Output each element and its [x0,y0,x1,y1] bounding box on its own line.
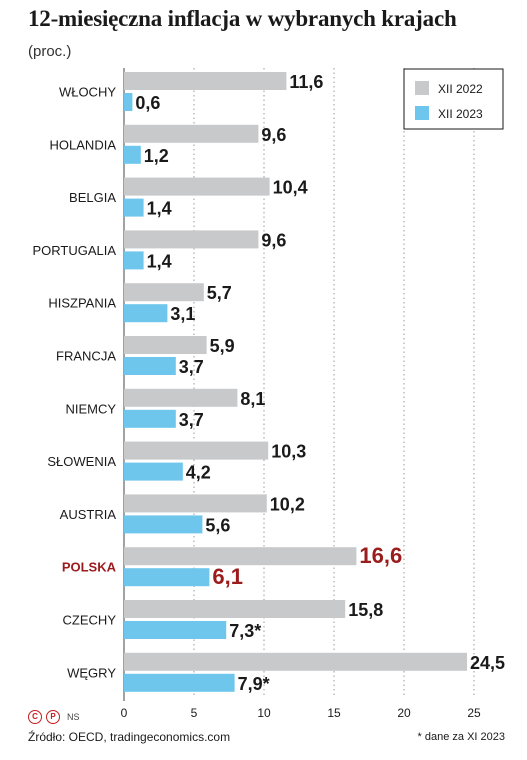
data-label: 3,7 [179,410,204,430]
data-label: 15,8 [348,600,383,620]
category-label: SŁOWENIA [47,454,116,469]
legend-label: XII 2022 [438,82,483,96]
logo-p-mark: P [46,710,60,724]
bar-xii-2023 [124,462,183,481]
bar-xii-2022 [124,283,204,302]
bar-xii-2023 [124,357,176,375]
data-label: 10,2 [270,494,305,514]
category-label: CZECHY [63,613,117,628]
logo-suffix: NS [67,712,80,722]
publisher-logo: C P NS [28,710,80,724]
data-label: 4,2 [186,463,211,483]
data-label: 5,7 [207,283,232,303]
category-label: FRANCJA [56,349,116,364]
bar-xii-2022 [124,547,357,566]
data-label: 1,4 [147,199,172,219]
bar-xii-2022 [124,230,259,249]
category-label: HISZPANIA [48,296,116,311]
category-label: NIEMCY [65,401,116,416]
data-label: 7,9* [238,674,270,694]
bar-xii-2023 [124,198,144,217]
data-label: 3,1 [170,304,195,324]
logo-c-mark: C [28,710,42,724]
bar-xii-2023 [124,93,133,111]
source-note: Źródło: OECD, tradingeconomics.com [28,730,231,744]
bar-xii-2023 [124,568,210,587]
data-label: 5,6 [205,515,230,535]
bar-xii-2023 [124,145,141,164]
legend-label: XII 2023 [438,107,483,121]
x-tick-label: 15 [327,706,341,720]
bar-xii-2023 [124,515,203,534]
data-label: 6,1 [212,564,243,589]
footnote: * dane za XI 2023 [417,731,505,743]
bar-xii-2022 [124,388,238,407]
data-label: 1,4 [147,251,172,271]
data-label: 24,5 [470,653,505,673]
data-label: 11,6 [289,72,323,92]
bar-xii-2023 [124,621,227,639]
data-label: 3,7 [179,357,204,377]
bar-xii-2022 [124,652,467,671]
data-label: 16,6 [359,543,402,568]
bar-xii-2022 [124,336,207,354]
data-label: 5,9 [210,336,235,356]
data-label: 0,6 [135,93,160,113]
bar-xii-2023 [124,673,235,692]
category-label: POLSKA [62,560,117,575]
category-label: WŁOCHY [59,85,116,100]
x-tick-label: 20 [397,706,411,720]
category-label: HOLANDIA [50,137,117,152]
bar-xii-2022 [124,441,269,460]
x-tick-label: 10 [257,706,271,720]
bar-xii-2022 [124,72,287,90]
data-label: 8,1 [240,389,265,409]
data-label: 9,6 [261,230,286,250]
bar-xii-2022 [124,600,346,618]
chart-subtitle: (proc.) [28,43,72,60]
category-label: PORTUGALIA [32,243,116,258]
chart-title: 12-miesięczna inflacja w wybranych kraja… [28,6,457,31]
data-label: 9,6 [261,125,286,145]
bar-xii-2022 [124,177,270,196]
bar-xii-2023 [124,304,168,323]
data-label: 1,2 [144,146,169,166]
bar-xii-2022 [124,494,267,513]
bar-xii-2022 [124,124,259,143]
legend-swatch-xii-2022 [415,81,429,95]
data-label: 10,3 [271,442,306,462]
x-tick-label: 0 [121,706,128,720]
category-label: BELGIA [69,190,116,205]
bar-xii-2023 [124,409,176,428]
category-label: AUSTRIA [60,507,117,522]
legend-swatch-xii-2023 [415,106,429,120]
x-tick-label: 25 [467,706,481,720]
data-label: 10,4 [273,178,308,198]
bar-xii-2023 [124,251,144,270]
x-tick-label: 5 [191,706,198,720]
data-label: 7,3* [229,621,261,641]
category-label: WĘGRY [67,665,116,680]
